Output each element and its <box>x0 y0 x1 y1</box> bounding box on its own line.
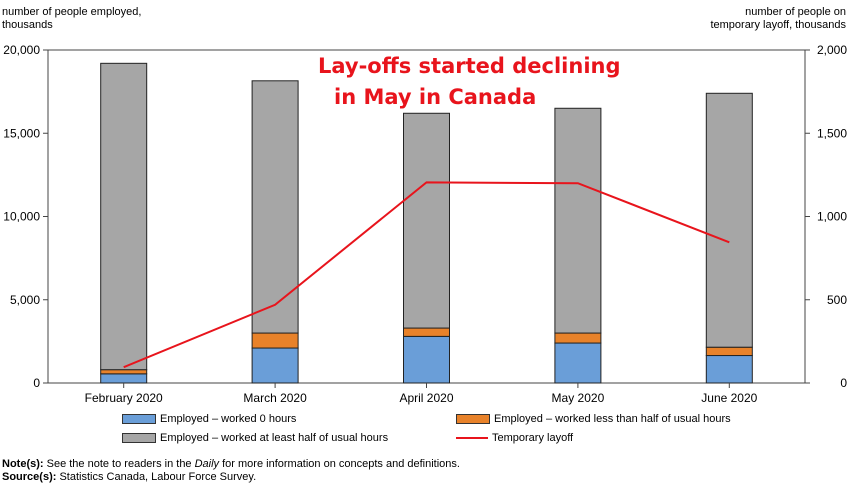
left-tick-label: 5,000 <box>10 293 40 307</box>
left-tick-label: 10,000 <box>3 210 40 224</box>
x-tick-label: March 2020 <box>243 391 307 405</box>
notes-block: Note(s): See the note to readers in the … <box>2 458 460 484</box>
bar-segment <box>403 335 450 384</box>
bar-segment <box>705 92 753 348</box>
source-line: Source(s): Statistics Canada, Labour For… <box>2 471 460 484</box>
x-tick-label: May 2020 <box>552 391 605 405</box>
legend-swatch-worked-less-half <box>456 414 490 424</box>
bar-segment <box>403 327 450 337</box>
legend-swatch-worked-at-least-half <box>122 433 156 443</box>
right-tick-label: 0 <box>840 376 847 390</box>
left-axis-title-line2: thousands <box>2 19 53 31</box>
note-text-pre: See the note to readers in the <box>43 458 195 470</box>
note-label: Note(s): <box>2 458 44 470</box>
bar-segment <box>705 355 753 384</box>
chart-svg: 0 5,000 10,000 15,000 20,000 0 500 1,000 1,500 2,… <box>3 43 847 405</box>
bar-segment <box>251 347 299 384</box>
legend-label-temporary-layoff: Temporary layoff <box>492 432 574 444</box>
bar-segment <box>705 346 753 357</box>
right-tick-label: 500 <box>827 293 847 307</box>
left-axis-title-line1: number of people employed, <box>2 6 142 18</box>
legend-swatch-temporary-layoff <box>456 437 488 439</box>
right-axis-title: number of people on temporary layoff, th… <box>710 6 846 32</box>
legend-item-worked-at-least-half: Employed – worked at least half of usual… <box>122 432 388 444</box>
legend-label-worked-0: Employed – worked 0 hours <box>160 413 297 425</box>
legend-label-worked-at-least-half: Employed – worked at least half of usual… <box>160 432 389 444</box>
bar-segment <box>554 342 602 384</box>
legend-item-worked-less-half: Employed – worked less than half of usua… <box>456 413 731 425</box>
bar-segment <box>100 62 148 371</box>
bar-segment <box>100 373 148 384</box>
right-axis-title-line1: number of people on <box>745 6 846 18</box>
bar-segment <box>554 332 602 344</box>
x-tick-label: February 2020 <box>85 391 163 405</box>
legend-item-temporary-layoff: Temporary layoff <box>456 432 573 444</box>
bar-segment <box>403 112 450 329</box>
left-tick-label: 20,000 <box>3 43 40 57</box>
left-tick-label: 0 <box>33 376 40 390</box>
source-text: Statistics Canada, Labour Force Survey. <box>56 471 257 483</box>
temporary-layoff-line <box>123 181 730 369</box>
legend-item-worked-0: Employed – worked 0 hours <box>122 413 296 425</box>
note-text-italic: Daily <box>194 458 220 470</box>
bar-segment <box>554 107 602 334</box>
note-text-post: for more information on concepts and def… <box>219 458 460 470</box>
right-tick-label: 2,000 <box>817 43 847 57</box>
right-tick-label: 1,000 <box>817 210 847 224</box>
left-axis-title: number of people employed, thousands <box>2 6 141 32</box>
bar-segment <box>100 369 148 375</box>
right-axis-title-line2: temporary layoff, thousands <box>710 19 846 31</box>
left-tick-label: 15,000 <box>3 126 40 140</box>
legend-swatch-worked-0 <box>122 414 156 424</box>
plot-area: 0 5,000 10,000 15,000 20,000 0 500 1,000 1,500 2,… <box>3 43 847 405</box>
right-tick-label: 1,500 <box>817 126 847 140</box>
bar-segment <box>251 80 299 334</box>
bar-segment <box>251 332 299 349</box>
annotation-line1: Lay-offs started declining <box>318 54 621 78</box>
legend-label-worked-less-half: Employed – worked less than half of usua… <box>494 413 731 425</box>
note-line: Note(s): See the note to readers in the … <box>2 458 460 471</box>
x-tick-label: June 2020 <box>701 391 757 405</box>
source-label: Source(s): <box>2 471 57 483</box>
annotation-line2: in May in Canada <box>334 85 536 109</box>
x-tick-label: April 2020 <box>399 391 453 405</box>
